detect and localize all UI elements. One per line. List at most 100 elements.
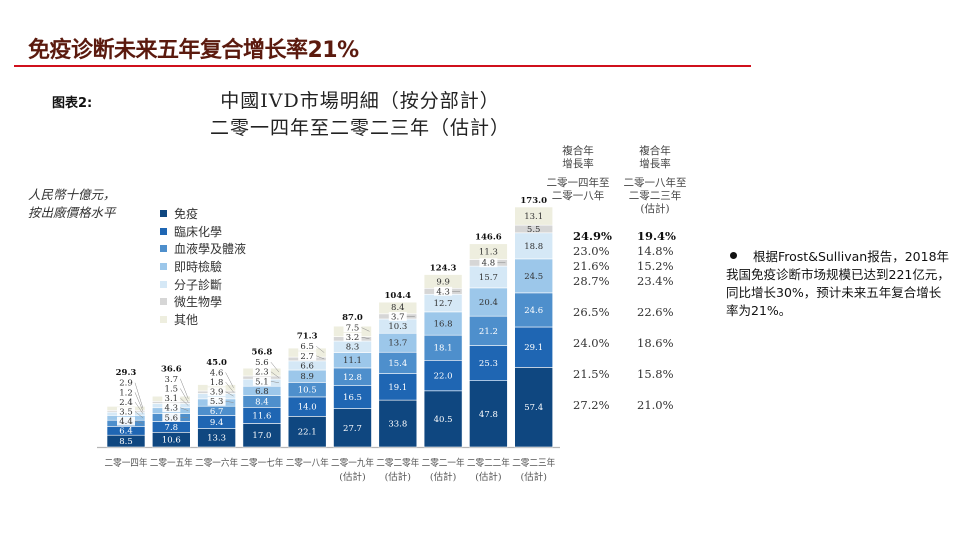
bar-value-label: 2.3: [255, 368, 269, 378]
unit-line-1: 人民幣十億元，: [28, 187, 116, 202]
bar-value-label: 2.4: [119, 398, 133, 408]
bar-total-label: 71.3: [297, 332, 318, 342]
bar-total-label: 104.4: [384, 291, 411, 301]
bar-value-label: 25.3: [479, 359, 498, 369]
bar-value-label: 27.7: [343, 424, 362, 434]
bar-value-label: 5.6: [255, 358, 269, 368]
cagr-header-1: 複合年 增長率: [548, 145, 608, 171]
bar-value-chip: [207, 396, 226, 406]
bar-value-label: 8.4: [391, 303, 405, 313]
bar-value-label: 57.4: [524, 403, 543, 413]
bar-segment: [469, 345, 508, 381]
bar-total-label: 146.6: [475, 233, 502, 243]
bar-value-leader: [316, 346, 325, 353]
bar-value-label: 5.3: [210, 397, 224, 407]
bar-value-chip: [434, 286, 453, 296]
x-tick-label: 二零二三年: [512, 457, 555, 469]
bar-value-chip: [162, 384, 181, 393]
bar-total-label: 124.3: [430, 264, 457, 274]
bar-value-chip: [117, 416, 135, 426]
bar-value-label: 7.8: [165, 423, 179, 433]
bar-value-label: 1.8: [210, 378, 224, 388]
bar-value-label: 10.5: [298, 386, 317, 396]
bar-value-label: 4.8: [482, 259, 496, 269]
bar-value-chip: [298, 341, 317, 351]
bar-value-leader: [270, 381, 279, 383]
bar-value-label: 20.4: [479, 298, 498, 308]
bar-segment: [514, 292, 554, 328]
cagr-period-2-line-3: (估計): [640, 203, 670, 215]
cagr-header-2-line-2: 增長率: [639, 158, 671, 170]
bar-segment: [423, 390, 463, 448]
legend-item: 分子診斷: [160, 275, 246, 293]
legend-label: 其他: [174, 312, 199, 327]
bar-value-label: 9.4: [210, 418, 224, 428]
bar-value-chip: [252, 357, 271, 367]
bar-value-label: 6.8: [255, 387, 269, 397]
bar-value-chip: [207, 377, 226, 387]
figure-label: 图表2:: [52, 96, 93, 111]
bar-value-label: 21.2: [479, 327, 498, 337]
bar-value-leader: [134, 382, 144, 409]
x-tick-label: 二零二零年: [376, 457, 419, 469]
bar-value-label: 3.9: [210, 388, 224, 398]
legend-swatch: [160, 210, 167, 218]
bar-value-chip: [162, 412, 181, 422]
bar-value-label: 8.9: [300, 372, 314, 382]
chart-title: 中國IVD市場明細（按分部計）: [220, 90, 500, 112]
bar-value-label: 7.5: [346, 324, 360, 334]
bar-value-label: 24.5: [524, 272, 543, 282]
bar-value-leader: [270, 361, 280, 373]
bar-value-label: 29.1: [524, 343, 543, 353]
cagr-value: 21.0%: [637, 398, 674, 412]
bar-value-label: 14.0: [298, 403, 317, 413]
bar-value-label: 17.0: [252, 431, 271, 441]
bar-value-label: 22.1: [298, 428, 317, 438]
bar-total-label: 56.8: [252, 348, 273, 358]
bar-value-label: 1.5: [165, 384, 179, 394]
legend-swatch: [160, 298, 167, 306]
bar-value-label: 6.7: [210, 407, 224, 417]
x-tick-note: (估計): [385, 471, 411, 483]
bar-segment: [514, 206, 554, 226]
bar-value-label: 13.7: [388, 339, 407, 349]
x-tick-label: 二零一九年: [331, 457, 374, 469]
bar-value-label: 15.7: [479, 273, 498, 283]
legend-item: 免疫: [160, 205, 246, 223]
bar-value-chip: [252, 367, 271, 377]
x-tick-note: (估計): [339, 471, 365, 483]
bar-value-chip: [207, 368, 226, 377]
bar-segment: [333, 408, 372, 448]
bar-value-label: 1.2: [119, 388, 133, 398]
cagr-value: 15.8%: [637, 367, 674, 381]
bar-value-chip: [343, 323, 362, 333]
bar-segment: [514, 232, 554, 260]
legend-label: 即時檢驗: [174, 260, 223, 275]
bar-value-leader: [134, 411, 144, 418]
bar-segment: [469, 380, 508, 448]
bar-value-label: 5.6: [165, 413, 179, 423]
bar-value-label: 16.8: [434, 320, 453, 330]
chart-title-block: 中國IVD市場明細（按分部計） 二零一四年至二零二三年（估計）: [190, 88, 530, 142]
x-tick-label: 二零一六年: [195, 457, 238, 469]
legend-item: 血液學及體液: [160, 240, 246, 258]
bar-value-label: 22.0: [434, 372, 453, 382]
x-tick-label: 二零一八年: [286, 457, 329, 469]
bar-value-leader: [225, 391, 234, 397]
legend-swatch: [160, 227, 167, 235]
cagr-header-2: 複合年 增長率: [622, 145, 688, 171]
sidebar-note-text: 根据Frost&Sullivan报告，2018年我国免疫诊断市场规模已达到221…: [726, 249, 950, 318]
bar-value-label: 15.4: [388, 359, 407, 369]
bar-value-label: 4.3: [165, 404, 179, 414]
bar-value-label: 6.5: [300, 342, 314, 352]
cagr-value: 28.7%: [573, 274, 610, 288]
bar-value-chip: [117, 397, 135, 407]
bar-segment: [378, 399, 418, 448]
bar-value-label: 13.3: [207, 434, 226, 444]
bar-value-chip: [298, 351, 317, 361]
bar-value-leader: [180, 388, 189, 403]
page-title: 免疫诊断未来五年复合增长率21%: [28, 38, 359, 63]
cagr-value: 19.4%: [637, 229, 676, 243]
bar-value-chip: [162, 374, 181, 384]
